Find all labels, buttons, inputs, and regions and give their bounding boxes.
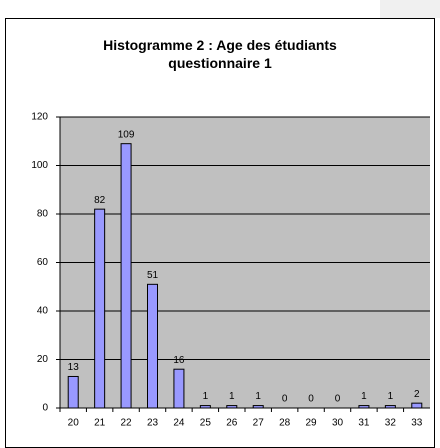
x-tick-label: 26 [226, 418, 238, 429]
x-tick-label: 31 [358, 418, 370, 429]
chart-title: Histogramme 2 : Age des étudiants questi… [103, 37, 337, 71]
data-label: 51 [147, 270, 159, 281]
bar [147, 283, 158, 409]
x-tick-label: 21 [94, 418, 106, 429]
data-label: 1 [203, 391, 209, 402]
data-label: 0 [308, 394, 314, 405]
x-tick-label: 25 [200, 418, 212, 429]
data-label: 13 [68, 362, 80, 373]
y-tick-label: 80 [37, 209, 49, 220]
x-tick-label: 32 [385, 418, 397, 429]
x-tick-label: 24 [173, 418, 185, 429]
bar [94, 208, 106, 409]
x-tick-label: 29 [306, 418, 318, 429]
x-tick-label: 30 [332, 418, 344, 429]
x-tick-label: 20 [68, 418, 80, 429]
data-label: 1 [255, 391, 261, 402]
x-tick-label: 27 [253, 418, 265, 429]
background-panel [380, 0, 440, 18]
bar [120, 143, 132, 409]
y-tick-label: 60 [37, 257, 49, 268]
bar [411, 402, 423, 409]
bar [173, 368, 185, 409]
data-label: 109 [118, 129, 135, 140]
data-label: 0 [282, 394, 288, 405]
y-tick-label: 40 [37, 306, 49, 317]
y-tick-label: 100 [31, 160, 48, 171]
data-label: 2 [414, 389, 420, 400]
data-label: 1 [229, 391, 235, 402]
data-label: 82 [94, 195, 106, 206]
data-label: 16 [173, 355, 185, 366]
data-label: 0 [335, 394, 341, 405]
x-tick-label: 23 [147, 418, 159, 429]
y-tick-label: 120 [31, 112, 48, 123]
x-tick-label: 28 [279, 418, 291, 429]
x-tick-label: 22 [121, 418, 133, 429]
y-tick-label: 20 [37, 354, 49, 365]
bar [67, 375, 79, 409]
data-label: 1 [388, 391, 394, 402]
y-tick-label: 0 [42, 403, 48, 414]
data-label: 1 [361, 391, 367, 402]
x-tick-label: 33 [411, 418, 423, 429]
